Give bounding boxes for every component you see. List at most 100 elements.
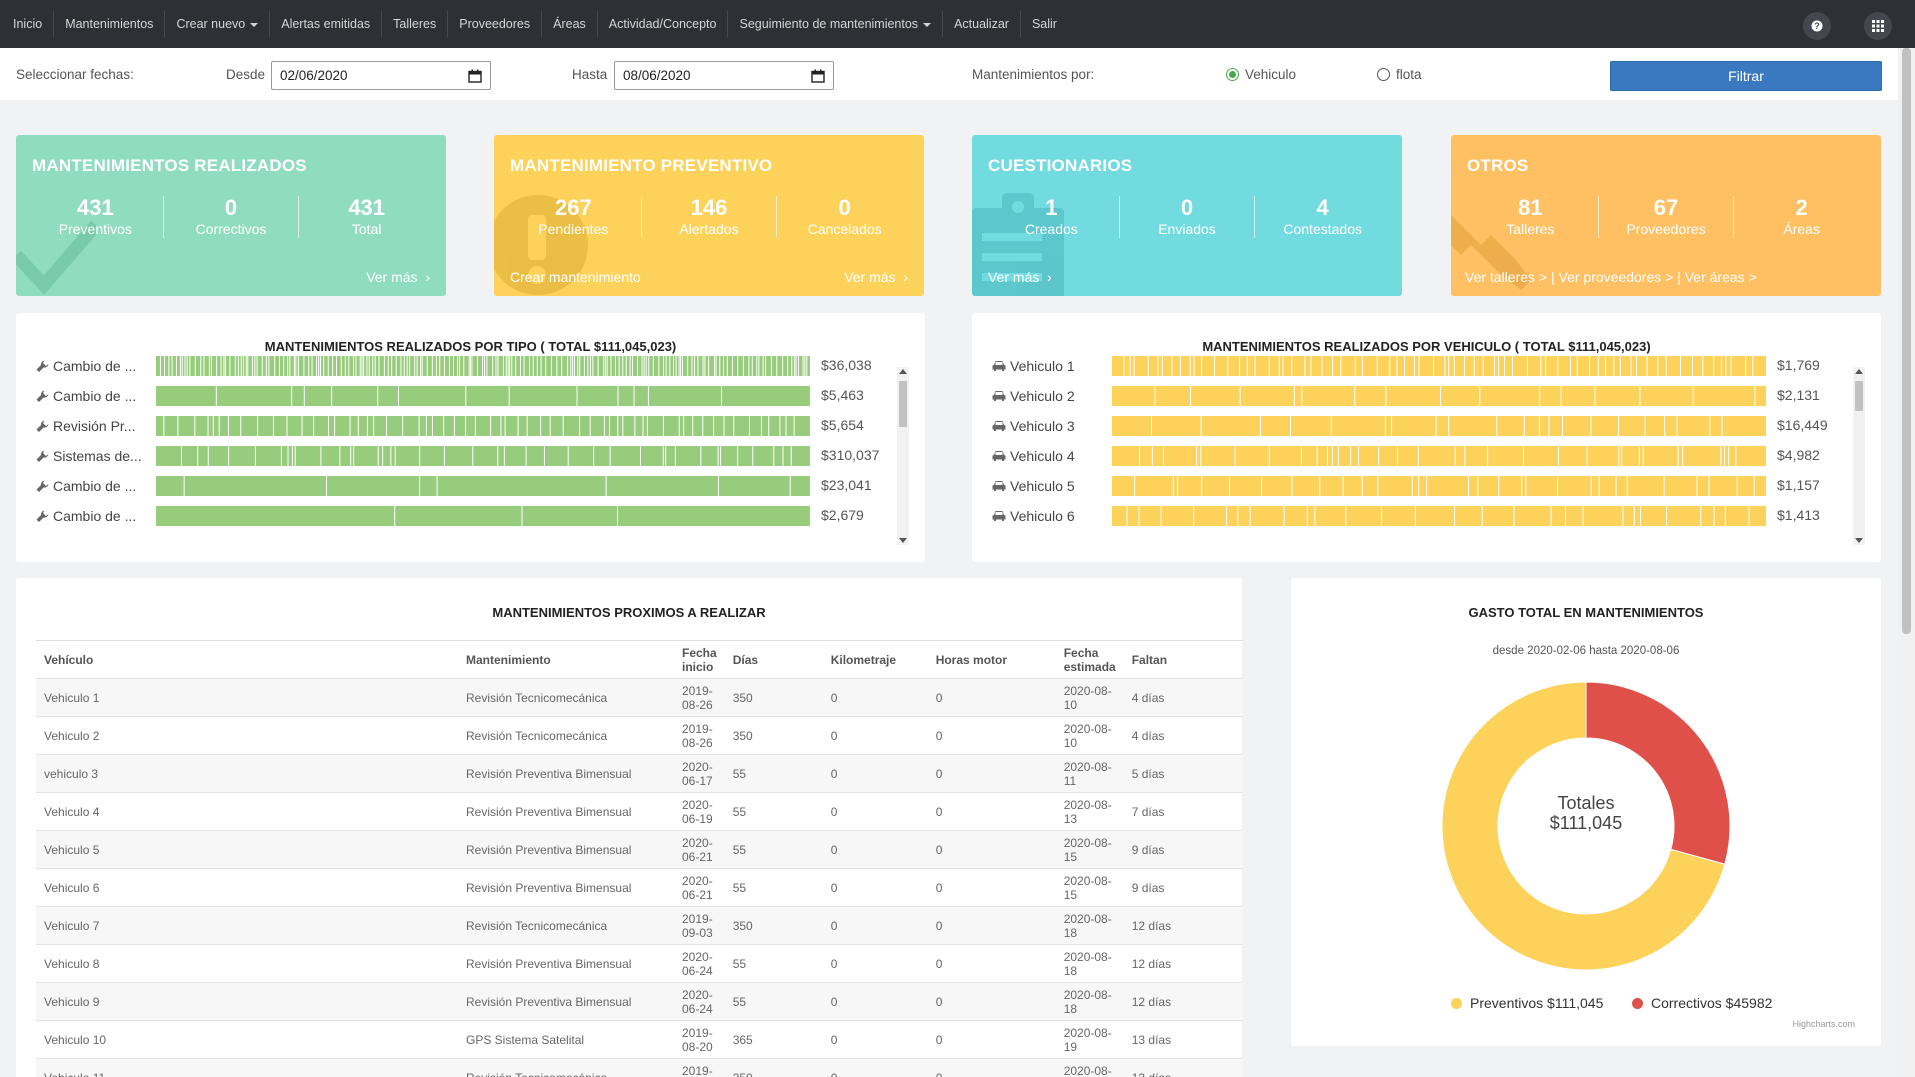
table-row[interactable]: Vehiculo 7 Revisión Tecnicomecánica 2019-0… [36, 906, 1243, 945]
list-scrollbar-thumb[interactable] [899, 381, 907, 427]
nav-item-6[interactable]: Áreas [541, 11, 597, 37]
scroll-up-arrow[interactable] [1855, 369, 1863, 374]
column-header[interactable]: Días [724, 640, 823, 679]
table-row[interactable]: Vehiculo 2 Revisión Tecnicomecánica 2019-0… [36, 716, 1243, 755]
list-scrollbar-thumb[interactable] [1855, 381, 1863, 411]
list-scrollbar[interactable] [1853, 367, 1865, 545]
bar-row[interactable]: Cambio de ... [36, 506, 156, 526]
bar[interactable] [156, 386, 811, 406]
stat-label: Talleres [1506, 221, 1555, 237]
scroll-up-arrow[interactable] [899, 369, 907, 374]
slice-preventivos[interactable] [1441, 681, 1726, 971]
table-row[interactable]: Vehiculo 6 Revisión Preventiva Bimensual 2… [36, 868, 1243, 907]
bar-row[interactable]: Revisión Pr... [36, 416, 156, 436]
bar[interactable] [156, 356, 811, 376]
scroll-down-arrow[interactable] [1855, 538, 1863, 543]
column-header[interactable]: Vehículo [36, 640, 458, 679]
calendar-icon[interactable] [468, 69, 482, 83]
page-scrollbar-thumb[interactable] [1902, 48, 1911, 634]
ver-mas-link[interactable]: Ver más › [988, 269, 1052, 285]
stat-contestados: 4 Contestados [1254, 196, 1390, 238]
column-header[interactable]: Kilometraje [822, 640, 928, 679]
nav-item-0[interactable]: Inicio [2, 11, 53, 37]
filter-button[interactable]: Filtrar [1610, 61, 1882, 91]
nav-item-8[interactable]: Seguimiento de mantenimientos [727, 11, 942, 37]
table-row[interactable]: Vehiculo 5 Revisión Preventiva Bimensual 2… [36, 830, 1243, 869]
bar[interactable] [1112, 476, 1767, 496]
nav-item-3[interactable]: Alertas emitidas [269, 11, 381, 37]
bar-row[interactable]: Sistemas de... [36, 446, 156, 466]
table-cell: 0 [927, 1020, 1056, 1059]
calendar-icon[interactable] [811, 69, 825, 83]
column-header[interactable]: Fecha inicio [674, 640, 725, 679]
wrench-icon [36, 480, 49, 492]
bar-row[interactable]: Cambio de ... [36, 476, 156, 496]
bar[interactable] [1112, 416, 1767, 436]
bar-row[interactable]: Vehiculo 1 [992, 356, 1112, 376]
table-cell: Revisión Preventiva Bimensual [458, 830, 674, 869]
nav-item-4[interactable]: Talleres [381, 11, 447, 37]
column-header[interactable]: Horas motor [927, 640, 1056, 679]
table-cell: 350 [724, 1058, 823, 1077]
page-scrollbar[interactable] [1898, 48, 1915, 1077]
help-button[interactable]: ? [1803, 12, 1831, 40]
bar[interactable] [156, 476, 811, 496]
nav-item-5[interactable]: Proveedores [447, 11, 541, 37]
nav-item-10[interactable]: Salir [1019, 11, 1068, 37]
table-row[interactable]: Vehiculo 11Revisión Tecnicomecánica2019-… [36, 1058, 1243, 1077]
legend-correctivos[interactable]: Correctivos $45982 [1632, 995, 1772, 1011]
bar-row[interactable]: Cambio de ... [36, 386, 156, 406]
nav-item-2[interactable]: Crear nuevo [164, 11, 269, 37]
nav-item-7[interactable]: Actividad/Concepto [596, 11, 728, 37]
table-row[interactable]: Vehiculo 8 Revisión Preventiva Bimensual 2… [36, 944, 1243, 983]
bar[interactable] [156, 446, 811, 466]
bar[interactable] [1112, 386, 1767, 406]
bar[interactable] [156, 506, 811, 526]
apps-button[interactable] [1864, 12, 1892, 40]
bar-row[interactable]: Vehiculo 6 [992, 506, 1112, 526]
list-scrollbar[interactable] [897, 367, 909, 545]
car-icon [992, 451, 1006, 461]
table-cell: vehiculo 3 [36, 754, 458, 793]
legend-preventivos[interactable]: Preventivos $111,045 [1451, 995, 1603, 1011]
stat-value: 4 [1316, 195, 1329, 220]
table-row[interactable]: Vehiculo 1 Revisión Tecnicomecánica 2019-0… [36, 678, 1243, 717]
table-row[interactable]: Vehiculo 10 GPS Sistema Satelital 2019-08-… [36, 1020, 1243, 1059]
table-cell: 2020-06-19 [674, 792, 725, 831]
from-date-input[interactable]: 02/06/2020 [271, 61, 491, 90]
ver-mas-link[interactable]: Ver más › [844, 269, 908, 285]
slice-correctivos[interactable] [1585, 681, 1731, 865]
car-icon [992, 481, 1006, 491]
bar-row[interactable]: Vehiculo 2 [992, 386, 1112, 406]
bar-row[interactable]: Vehiculo 3 [992, 416, 1112, 436]
bar[interactable] [156, 416, 811, 436]
card-title: MANTENIMIENTO PREVENTIVO [510, 156, 773, 175]
bar[interactable] [1112, 446, 1767, 466]
bar-row[interactable]: Cambio de ... [36, 356, 156, 376]
vehicle-radio[interactable] [1226, 68, 1239, 81]
crear-mantenimiento-link[interactable]: Crear mantenimiento [510, 269, 641, 285]
fleet-radio-label[interactable]: flota [1396, 67, 1422, 82]
nav-item-1[interactable]: Mantenimientos [53, 11, 164, 37]
highcharts-credit[interactable]: Highcharts.com [1792, 1019, 1855, 1029]
nav-item-9[interactable]: Actualizar [942, 11, 1020, 37]
bar-label: Vehiculo 5 [992, 478, 1112, 494]
bar[interactable] [1112, 356, 1767, 376]
table-row[interactable]: Vehiculo 4 Revisión Preventiva Bimensual 2… [36, 792, 1243, 831]
bar-row[interactable]: Vehiculo 4 [992, 446, 1112, 466]
bar[interactable] [1112, 506, 1767, 526]
fleet-radio[interactable] [1377, 68, 1390, 81]
table-row[interactable]: vehiculo 3 Revisión Preventiva Bimensual 2… [36, 754, 1243, 793]
column-header[interactable]: Faltan [1123, 640, 1243, 679]
column-header[interactable]: Mantenimiento [458, 640, 674, 679]
column-header[interactable]: Fecha estimada [1055, 640, 1124, 679]
ver-mas-link[interactable]: Ver más › [366, 269, 430, 285]
table-row[interactable]: Vehiculo 9 Revisión Preventiva Bimensual 2… [36, 982, 1243, 1021]
car-icon [992, 361, 1006, 371]
bar-label: Cambio de ... [36, 388, 156, 404]
to-date-input[interactable]: 08/06/2020 [614, 61, 834, 90]
otros-links[interactable]: Ver talleres > | Ver proveedores > | Ver… [1465, 269, 1757, 285]
bar-row[interactable]: Vehiculo 5 [992, 476, 1112, 496]
vehicle-radio-label[interactable]: Vehiculo [1245, 67, 1297, 82]
scroll-down-arrow[interactable] [899, 538, 907, 543]
